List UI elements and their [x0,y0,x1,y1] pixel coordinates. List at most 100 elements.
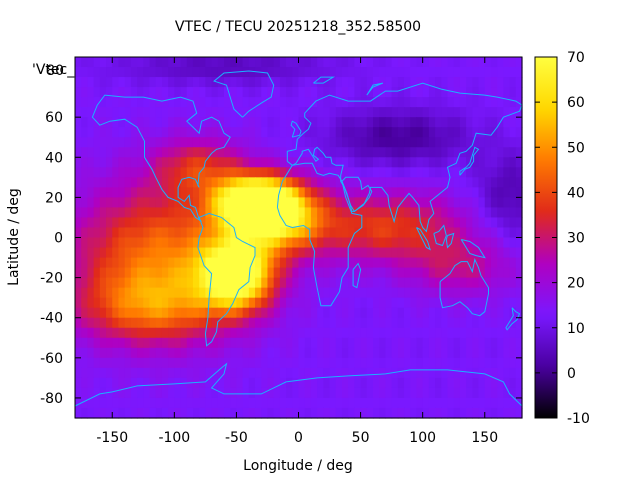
heatmap-cell [441,327,449,339]
heatmap-cell [428,57,436,68]
heatmap-cell [199,357,206,369]
heatmap-cell [360,177,368,188]
heatmap-cell [360,347,368,359]
heatmap-cell [341,317,349,329]
heatmap-cell [130,227,138,239]
heatmap-cell [310,317,318,329]
heatmap-cell [192,227,200,239]
heatmap-cell [503,217,511,229]
heatmap-cell [137,317,144,329]
heatmap-cell [373,287,380,299]
heatmap-cell [112,357,120,369]
heatmap-cell [242,397,250,409]
heatmap-cell [404,247,411,259]
heatmap-cell [509,387,517,399]
heatmap-cell [385,77,393,88]
heatmap-cell [192,377,200,389]
heatmap-cell [273,337,281,349]
heatmap-cell [279,317,287,329]
heatmap-cell [466,387,473,399]
x-tick-label: 150 [471,430,498,446]
heatmap-cell [472,337,480,349]
heatmap-cell [509,137,517,148]
heatmap-cell [509,297,517,309]
heatmap-cell [168,387,175,399]
heatmap-cell [248,407,256,419]
heatmap-cell [459,167,467,178]
heatmap-cell [459,277,467,289]
heatmap-cell [211,197,219,209]
heatmap-cell [428,327,436,339]
heatmap-cell [472,317,480,329]
heatmap-cell [435,277,442,289]
heatmap-cell [87,397,95,409]
heatmap-cell [137,357,144,369]
heatmap-cell [106,267,113,279]
heatmap-cell [75,347,82,359]
heatmap-cell [224,237,231,249]
heatmap-cell [478,117,486,128]
heatmap-cell [236,237,244,249]
heatmap-cell [447,277,455,289]
heatmap-cell [286,57,293,68]
heatmap-cell [279,237,287,249]
heatmap-cell [292,367,300,379]
heatmap-cell [87,107,95,118]
heatmap-cell [509,107,517,118]
heatmap-cell [366,57,374,68]
heatmap-cell [497,137,504,148]
heatmap-cell [168,77,175,88]
heatmap-cell [435,407,442,419]
heatmap-cell [515,127,523,138]
heatmap-cell [106,207,113,219]
heatmap-cell [366,387,374,399]
heatmap-cell [416,257,424,269]
heatmap-cell [391,97,399,108]
heatmap-cell [236,217,244,229]
heatmap-cell [304,67,312,78]
heatmap-cell [286,67,293,78]
heatmap-cell [124,207,132,219]
heatmap-cell [404,207,411,219]
heatmap-cell [81,77,89,88]
heatmap-cell [484,97,492,108]
heatmap-cell [298,137,306,148]
heatmap-cell [459,327,467,339]
heatmap-cell [329,377,337,389]
heatmap-cell [348,367,355,379]
heatmap-cell [360,397,368,409]
heatmap-cell [248,387,256,399]
heatmap-cell [323,117,331,128]
heatmap-cell [261,267,269,279]
heatmap-cell [515,67,523,78]
heatmap-cell [310,297,318,309]
heatmap-cell [199,307,206,319]
heatmap-cell [261,407,269,419]
heatmap-cell [304,357,312,369]
heatmap-cell [503,127,511,138]
heatmap-cell [292,267,300,279]
heatmap-cell [478,297,486,309]
heatmap-cell [255,327,262,339]
heatmap-cell [279,347,287,359]
heatmap-cell [391,157,399,168]
heatmap-cell [503,177,511,188]
heatmap-cell [422,137,430,148]
heatmap-cell [205,267,213,279]
heatmap-cell [224,317,231,329]
heatmap-cell [248,137,256,148]
heatmap-cell [205,157,213,168]
heatmap-cell [472,187,480,198]
heatmap-cell [360,167,368,178]
heatmap-cell [174,177,182,188]
coastline-arabia [341,176,373,212]
heatmap-cell [174,317,182,329]
heatmap-cell [130,337,138,349]
heatmap-cell [230,207,238,219]
heatmap-cell [360,77,368,88]
heatmap-cell [118,397,126,409]
heatmap-cell [509,347,517,359]
heatmap-cell [490,287,498,299]
heatmap-cell [161,357,169,369]
heatmap-cell [149,277,157,289]
